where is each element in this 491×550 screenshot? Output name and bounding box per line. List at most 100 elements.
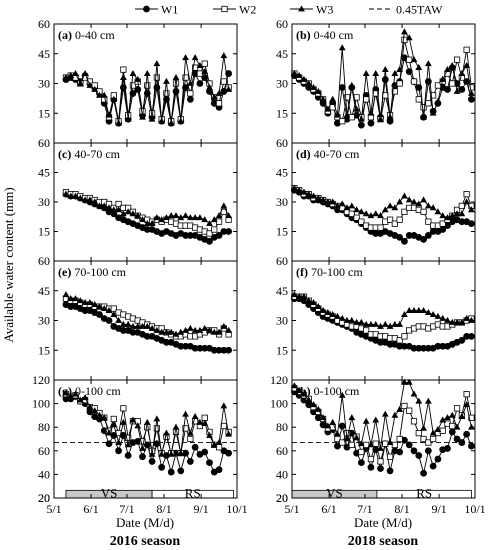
panel-title: (f) 70-100 cm: [296, 265, 363, 279]
point-W3: [201, 216, 209, 223]
point-W3: [91, 85, 99, 92]
panel-b: (b) 0-40 cm 15 30 45 60: [276, 17, 476, 144]
point-W3: [143, 418, 151, 425]
y-tick-label: 80: [38, 420, 50, 434]
point-W3: [439, 314, 447, 321]
point-W3: [143, 220, 151, 227]
point-W3: [201, 324, 209, 331]
point-W2: [396, 435, 403, 443]
point-W3: [405, 378, 413, 385]
series-W3: [62, 389, 233, 457]
panel-title: (a) 0-40 cm: [58, 28, 115, 42]
point-W3: [319, 414, 327, 421]
legend-label: W2: [239, 3, 256, 17]
point-W2: [420, 208, 427, 215]
legend-item-2: W3: [290, 3, 333, 17]
plot-frame: [291, 379, 476, 499]
point-W3: [367, 109, 375, 116]
point-W3: [353, 318, 360, 325]
point-W3: [196, 418, 204, 425]
point-W3: [124, 208, 132, 215]
point-W3: [100, 414, 108, 421]
point-W3: [220, 52, 228, 59]
series-W3: [290, 291, 475, 329]
point-W3: [334, 312, 341, 319]
season-title-2018: 2018 season: [348, 534, 419, 549]
point-W3: [139, 322, 146, 329]
point-W2: [211, 226, 218, 233]
point-W3: [305, 297, 313, 304]
y-tick-label: 60: [38, 254, 50, 268]
point-W1: [225, 228, 233, 235]
x-tick-label: 6/1: [83, 502, 98, 516]
point-W3: [367, 212, 375, 219]
point-W3: [119, 418, 127, 425]
point-W3: [115, 316, 122, 323]
point-W3: [391, 320, 399, 327]
point-W3: [206, 83, 213, 90]
series-W3: [290, 378, 475, 451]
point-W3: [72, 192, 79, 199]
y-tick-label: 30: [276, 314, 288, 328]
point-W3: [119, 73, 127, 80]
point-W3: [429, 109, 437, 116]
y-tick-label: 60: [38, 17, 50, 31]
bottom-labels: Date (M/d) Date (M/d) 2016 season 2018 s…: [110, 515, 419, 549]
point-W2: [120, 405, 127, 412]
point-W3: [295, 186, 303, 193]
point-W3: [310, 192, 317, 199]
point-W3: [386, 322, 394, 329]
point-W3: [396, 320, 404, 327]
point-W3: [463, 198, 471, 205]
point-W3: [210, 216, 218, 223]
point-W3: [76, 297, 84, 304]
y-tick-label: 45: [38, 284, 50, 298]
point-W3: [420, 113, 427, 120]
point-W3: [343, 111, 351, 118]
point-W2: [420, 104, 427, 111]
point-W2: [463, 191, 470, 198]
point-W3: [357, 318, 365, 325]
point-W3: [420, 196, 427, 203]
point-W1: [367, 119, 375, 127]
point-W1: [105, 317, 113, 324]
x-tick-label: 6/1: [321, 502, 336, 516]
stage-label-vs: VS: [101, 486, 118, 501]
point-W3: [148, 115, 156, 122]
point-W3: [439, 416, 447, 423]
panel-title: (h) 0-100 cm: [296, 384, 360, 398]
point-W3: [415, 397, 423, 404]
point-W3: [86, 196, 94, 203]
point-W2: [206, 230, 213, 237]
point-W3: [105, 429, 113, 436]
point-W3: [410, 390, 418, 397]
y-tick-label: 30: [38, 195, 50, 209]
point-W3: [290, 69, 298, 76]
point-W3: [143, 322, 151, 329]
point-W3: [386, 202, 394, 209]
point-W3: [300, 390, 308, 397]
point-W3: [153, 326, 161, 333]
point-W3: [444, 414, 451, 421]
point-W1: [386, 467, 394, 475]
x-axis-label-2016: Date (M/d): [116, 515, 174, 530]
point-W3: [220, 322, 228, 329]
point-W3: [434, 425, 442, 432]
point-W2: [172, 428, 180, 436]
point-W2: [401, 208, 408, 215]
series-W1: [62, 301, 233, 354]
point-W3: [468, 206, 475, 213]
point-W3: [362, 69, 370, 76]
point-W3: [300, 188, 308, 195]
point-W1: [424, 447, 432, 455]
point-W3: [72, 69, 79, 76]
point-W3: [148, 450, 156, 457]
point-W3: [215, 212, 223, 219]
point-W3: [405, 34, 413, 41]
point-W3: [67, 392, 75, 399]
point-W2: [425, 100, 432, 107]
stage-label-vs: VS: [326, 486, 343, 501]
point-W3: [100, 91, 108, 98]
point-W1: [225, 70, 233, 77]
point-W3: [453, 210, 461, 217]
